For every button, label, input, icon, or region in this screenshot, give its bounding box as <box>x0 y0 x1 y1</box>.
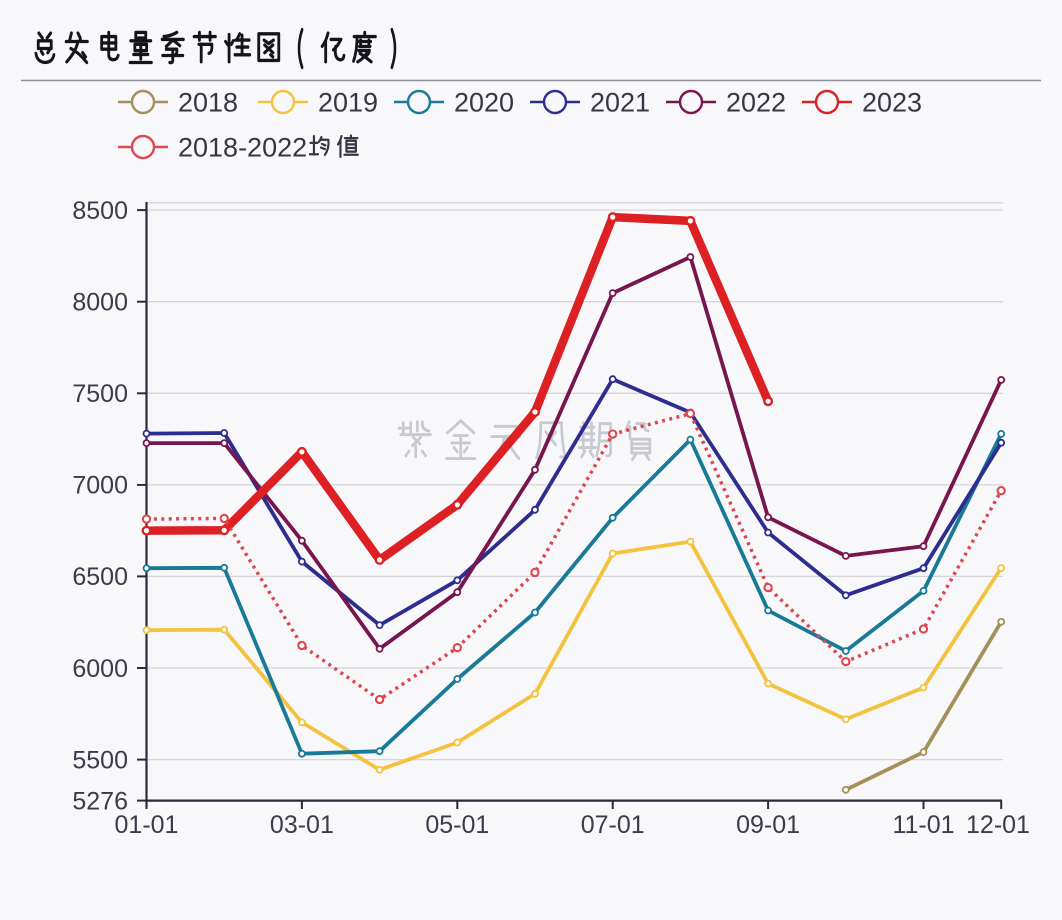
svg-text:5500: 5500 <box>72 746 128 774</box>
svg-text:2019: 2019 <box>318 87 378 117</box>
svg-text:7000: 7000 <box>72 472 128 500</box>
svg-text:2020: 2020 <box>454 87 514 117</box>
svg-text:2018-2022: 2018-2022 <box>178 132 307 162</box>
svg-text:03-01: 03-01 <box>270 811 334 839</box>
svg-text:8500: 8500 <box>72 197 128 225</box>
svg-text:7500: 7500 <box>72 380 128 408</box>
svg-text:2023: 2023 <box>862 87 922 117</box>
svg-text:01-01: 01-01 <box>115 811 179 839</box>
svg-text:09-01: 09-01 <box>736 811 800 839</box>
svg-text:5276: 5276 <box>72 787 128 815</box>
svg-text:07-01: 07-01 <box>581 811 645 839</box>
svg-text:6000: 6000 <box>72 655 128 683</box>
svg-text:05-01: 05-01 <box>425 811 489 839</box>
svg-text:6500: 6500 <box>72 563 128 591</box>
svg-text:12-01: 12-01 <box>966 811 1030 839</box>
svg-text:2022: 2022 <box>726 87 786 117</box>
svg-text:2018: 2018 <box>178 87 238 117</box>
svg-text:8000: 8000 <box>72 288 128 316</box>
svg-text:11-01: 11-01 <box>892 811 954 839</box>
svg-text:2021: 2021 <box>590 87 650 117</box>
